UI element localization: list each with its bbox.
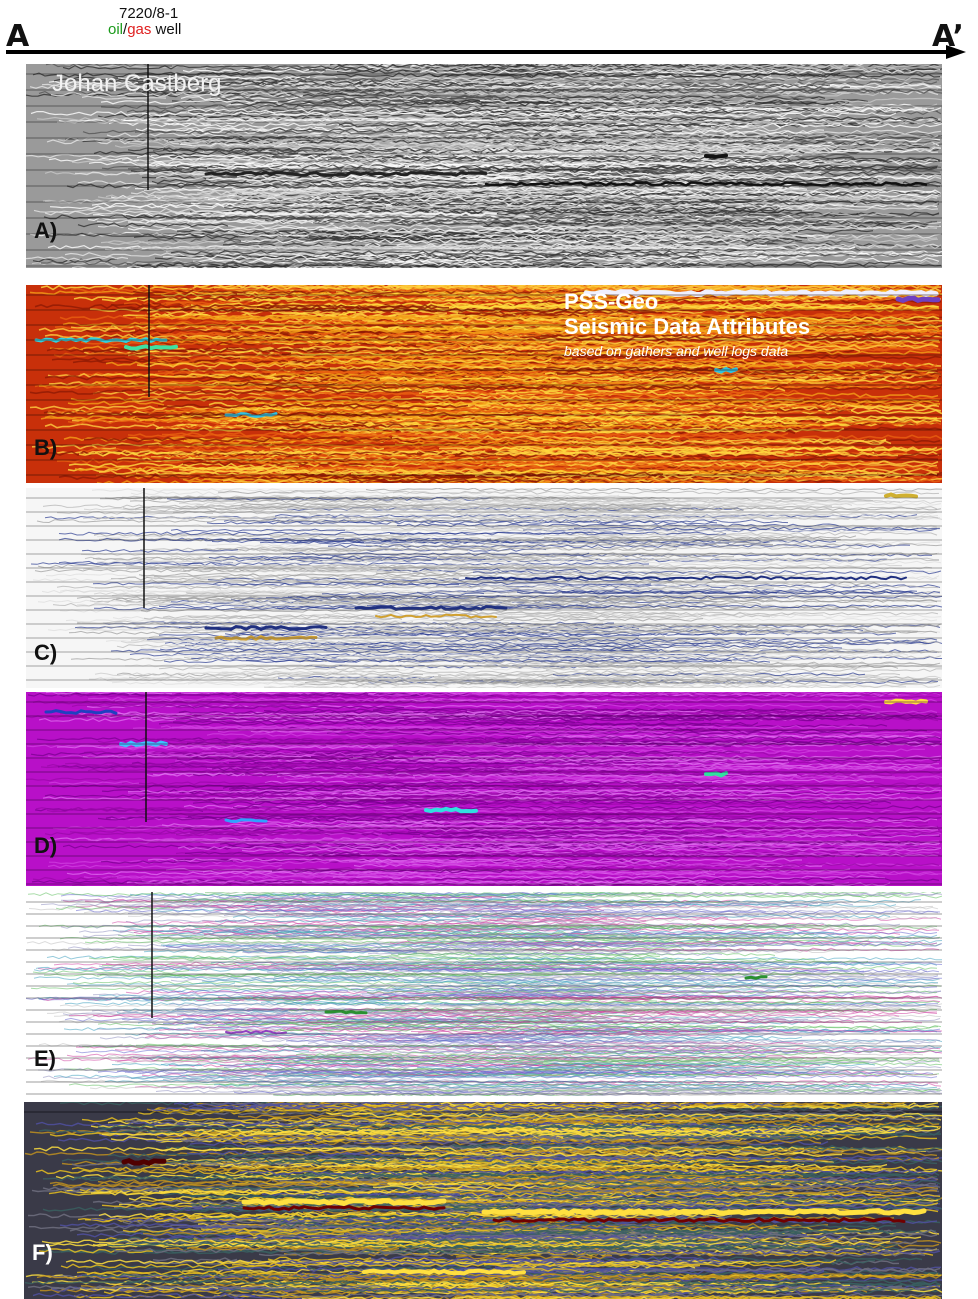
well-suffix: well bbox=[151, 21, 182, 38]
panel-label-e: E) bbox=[34, 1046, 56, 1071]
well-oil-label: oil bbox=[108, 21, 124, 38]
panel-label-f: F) bbox=[32, 1240, 53, 1265]
profile-start-label: A bbox=[6, 19, 30, 54]
panel-label-c: C) bbox=[34, 640, 58, 665]
seismic-panel-e: E) bbox=[26, 892, 942, 1096]
well-name: 7220/8-1 bbox=[119, 5, 179, 22]
field-name-label: Johan Castberg bbox=[52, 70, 222, 97]
panel-label-b: B) bbox=[34, 435, 58, 460]
profile-arrow-line bbox=[6, 50, 948, 54]
seismic-panel-c: C) bbox=[26, 488, 942, 688]
seismic-panel-f: F) bbox=[24, 1102, 942, 1299]
well-gas-label: gas bbox=[127, 21, 152, 38]
panel-label-d: D) bbox=[34, 833, 58, 858]
well-type-label: oil/gas well bbox=[108, 22, 181, 37]
branding-title-line1: PSS-Geo bbox=[564, 289, 659, 314]
seismic-panel-f-image bbox=[24, 1102, 942, 1299]
well-separator: / bbox=[123, 21, 128, 38]
seismic-panel-c-image bbox=[26, 488, 942, 688]
seismic-panel-a: Johan Castberg A) bbox=[26, 64, 942, 268]
seismic-panel-b: PSS-Geo Seismic Data Attributes based on… bbox=[26, 285, 942, 483]
seismic-panel-e-image bbox=[26, 892, 942, 1096]
seismic-panel-a-image bbox=[26, 64, 942, 268]
seismic-panel-d: D) bbox=[26, 692, 942, 886]
branding-subtitle: based on gathers and well logs data bbox=[564, 343, 789, 359]
profile-arrow-head bbox=[946, 45, 966, 59]
branding-title-line2: Seismic Data Attributes bbox=[564, 314, 811, 339]
seismic-panel-b-image bbox=[26, 285, 942, 483]
seismic-panel-d-image bbox=[26, 692, 942, 886]
panel-label-a: A) bbox=[34, 218, 58, 243]
